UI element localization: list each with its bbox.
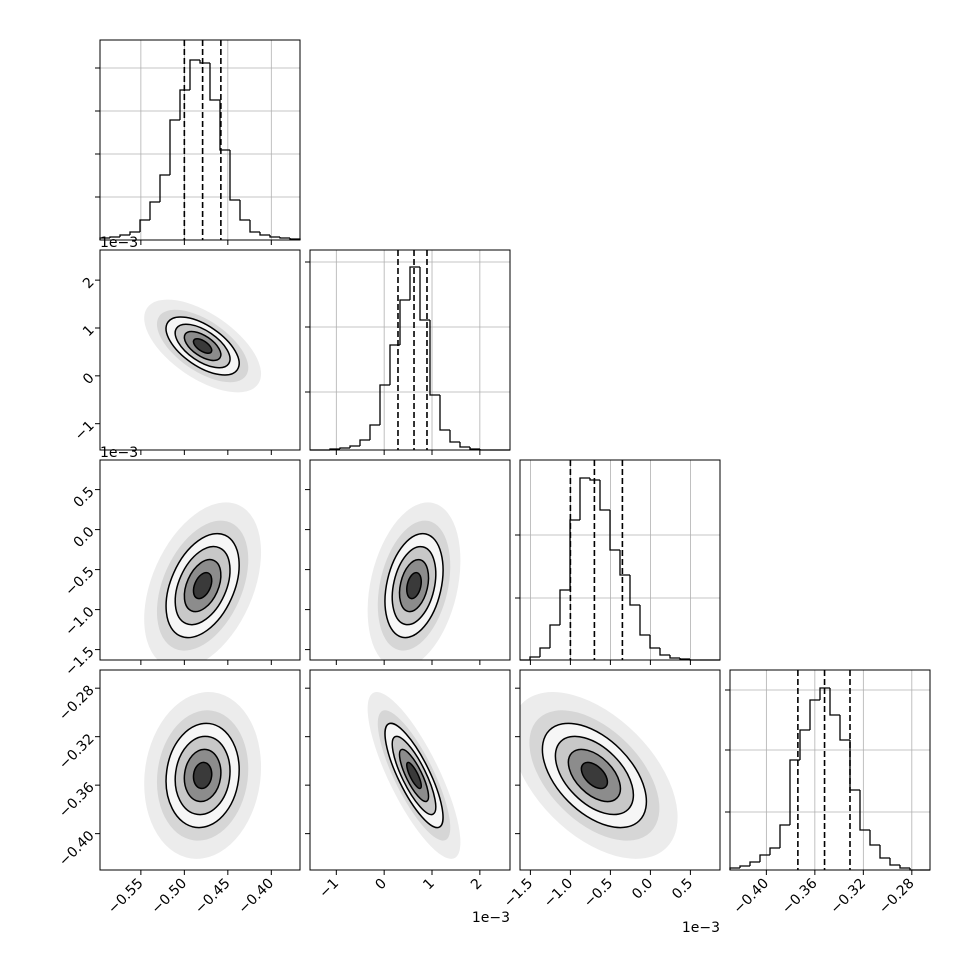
histogram-bin [389, 344, 400, 385]
histogram-bin [119, 234, 130, 237]
histogram-bin [809, 699, 820, 730]
panel-frame [519, 669, 721, 871]
histogram-bin [679, 658, 690, 660]
histogram-bin [549, 624, 560, 648]
histogram-bin [219, 100, 230, 151]
contour [192, 761, 213, 790]
histogram-bin [799, 729, 810, 760]
density-panel [144, 692, 262, 859]
contour [406, 761, 423, 790]
histogram-bin [669, 655, 680, 659]
panel-frame [99, 669, 301, 871]
histogram-bin [279, 237, 290, 239]
histogram-bin [139, 219, 150, 232]
histogram-bin [819, 687, 830, 700]
panel-frame [99, 459, 301, 661]
histogram-bin [109, 236, 120, 238]
histogram-bin [769, 847, 780, 855]
panel-frame [99, 249, 301, 451]
histogram-bin [359, 439, 370, 446]
histogram-bin [169, 119, 180, 175]
histogram-bin [129, 231, 140, 235]
histogram-bin [369, 424, 380, 440]
histogram-bin [789, 759, 800, 825]
histogram-bin [229, 150, 240, 201]
histogram-bin [399, 299, 410, 345]
histogram-bin [759, 854, 770, 862]
histogram-bin [189, 59, 200, 90]
y-offset-label: 1e−3 [100, 445, 138, 461]
contour [192, 571, 213, 600]
histogram-bin [589, 478, 600, 481]
histogram-bin [859, 790, 870, 831]
histogram-bin [869, 830, 880, 846]
histogram-bin [739, 865, 750, 868]
histogram-bin [249, 220, 260, 233]
histogram-bin [179, 89, 190, 120]
histogram-bin [629, 575, 640, 606]
histogram-bin [659, 648, 670, 656]
histogram-bin [159, 174, 170, 202]
histogram-bin [149, 201, 160, 220]
histogram-bin [829, 688, 840, 716]
histogram-bin [409, 266, 420, 300]
histogram-bin [379, 384, 390, 425]
histogram-bin [639, 605, 650, 636]
density-panel [520, 692, 678, 859]
histogram-bin [239, 200, 250, 221]
contour [580, 761, 609, 790]
density-panel [144, 502, 262, 660]
contour [192, 337, 213, 354]
histogram-bin [889, 858, 900, 866]
histogram-bin [209, 63, 220, 101]
panel-frame [99, 39, 301, 241]
histogram-bin [199, 60, 210, 64]
histogram-bin [839, 715, 850, 741]
histogram-bin [419, 267, 430, 321]
histogram-bin [339, 447, 350, 449]
histogram-bin [449, 430, 460, 443]
histogram-bin [439, 395, 450, 431]
histogram-bin [559, 589, 570, 625]
histogram-bin [529, 656, 540, 660]
histogram-bin [599, 480, 610, 511]
histogram-bin [539, 647, 550, 657]
y-offset-label: 1e−3 [100, 235, 138, 251]
histogram-bin [349, 445, 360, 448]
density-panel [144, 299, 262, 393]
histogram-bin [749, 861, 760, 866]
histogram-bin [429, 320, 440, 396]
panel-frame [729, 669, 931, 871]
histogram-bin [779, 824, 790, 848]
panel-frame [309, 669, 511, 871]
histogram-bin [609, 510, 620, 551]
histogram-bin [259, 232, 270, 236]
histogram-bin [469, 447, 480, 450]
histogram-bin [269, 235, 280, 238]
histogram-bin [899, 865, 910, 869]
panel-frame [309, 459, 511, 661]
density-panel [367, 502, 461, 660]
histogram-bin [459, 442, 470, 448]
x-offset-label: 1e−3 [472, 910, 510, 926]
histogram-bin [879, 845, 890, 859]
histogram-bin [619, 550, 630, 576]
contour [406, 571, 423, 600]
histogram-bin [649, 635, 660, 649]
panel-frame [519, 459, 721, 661]
x-offset-label: 1e−3 [682, 920, 720, 936]
histogram-bin [579, 477, 590, 520]
density-panel [367, 692, 461, 859]
panel-frame [309, 249, 511, 451]
